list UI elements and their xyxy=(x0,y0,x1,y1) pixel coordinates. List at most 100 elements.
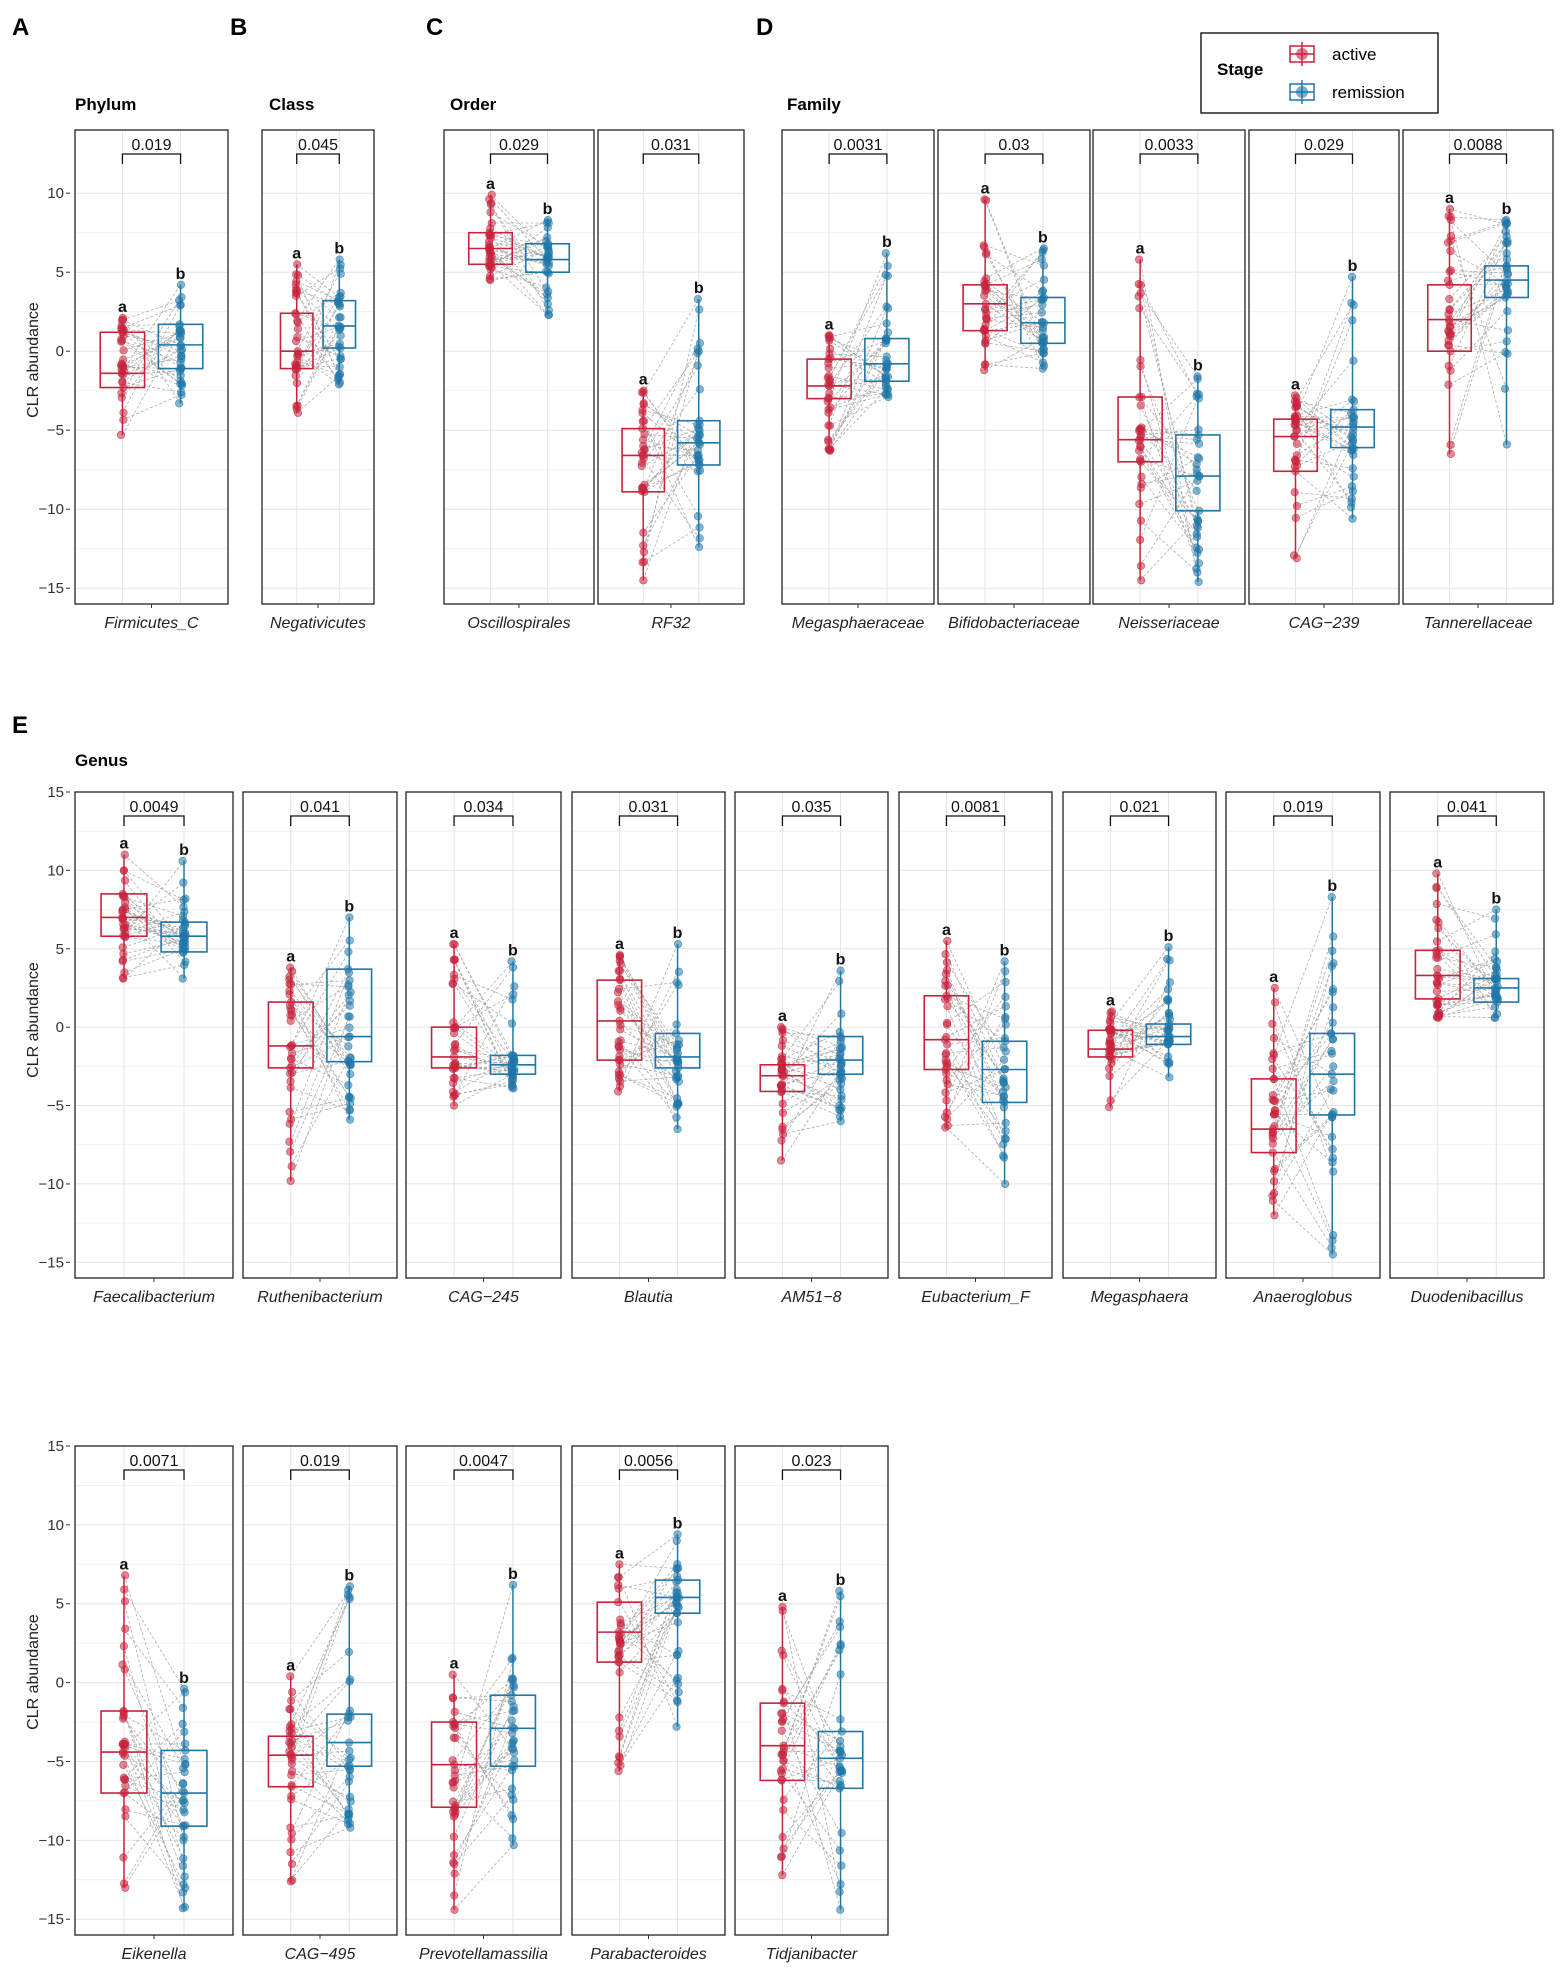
pair-line xyxy=(619,1597,678,1657)
point-active xyxy=(1136,535,1145,544)
y-axis-label-mid: CLR abundance xyxy=(25,962,42,1078)
pair-line xyxy=(490,264,548,316)
point-remission xyxy=(1194,559,1204,568)
sig-letter-remission: b xyxy=(1348,258,1358,275)
point-remission xyxy=(1038,287,1047,296)
sig-letter-remission: b xyxy=(673,925,683,942)
point-remission xyxy=(508,1834,517,1843)
p-value-firmicutes-c: 0.019 xyxy=(131,137,171,154)
point-remission xyxy=(509,990,518,999)
point-active xyxy=(981,196,991,205)
pair-line xyxy=(782,1701,841,1756)
point-remission xyxy=(1039,275,1049,284)
point-remission xyxy=(344,1819,353,1828)
sig-letter-remission: b xyxy=(1038,230,1048,247)
point-remission xyxy=(1164,1026,1173,1035)
point-active xyxy=(639,388,648,398)
point-remission xyxy=(1502,215,1511,225)
pair-line xyxy=(290,1742,350,1815)
point-active xyxy=(286,1054,296,1063)
pair-line xyxy=(946,1059,1005,1156)
pair-line xyxy=(1273,1114,1333,1138)
point-remission xyxy=(1326,1085,1335,1094)
sig-letter-remission: b xyxy=(334,241,344,258)
pair-line xyxy=(490,257,548,262)
point-active xyxy=(287,1835,296,1844)
pair-line xyxy=(290,1776,350,1840)
point-remission xyxy=(837,1069,846,1078)
pair-line xyxy=(123,1809,185,1826)
point-active xyxy=(287,1759,296,1768)
point-active xyxy=(613,1581,623,1590)
pair-line xyxy=(123,1743,185,1760)
point-remission xyxy=(179,1861,188,1870)
y-tick-label: 10 xyxy=(47,1517,64,1534)
x-tick-label-megasphaeraceae: Megasphaeraceae xyxy=(792,615,925,632)
panel-frame-am51-8 xyxy=(734,791,889,1279)
pair-line xyxy=(453,1687,514,1761)
pair-line xyxy=(946,1059,1005,1120)
pair-line xyxy=(1110,982,1169,1108)
pair-line xyxy=(619,992,678,1107)
point-active xyxy=(118,955,128,965)
pair-line xyxy=(290,1763,350,1824)
pair-line xyxy=(1139,259,1199,582)
pair-line xyxy=(782,1809,841,1866)
pair-line xyxy=(123,1646,185,1867)
pair-line xyxy=(984,338,1044,371)
pair-line xyxy=(782,1084,841,1109)
pair-line xyxy=(290,1596,350,1760)
box-active-am51-8 xyxy=(759,1063,806,1093)
pair-line xyxy=(122,331,181,382)
point-active xyxy=(448,979,457,988)
point-active xyxy=(1435,1008,1444,1017)
point-remission xyxy=(837,1828,846,1838)
point-remission xyxy=(1490,1013,1499,1022)
point-active xyxy=(293,260,302,269)
point-active xyxy=(120,1665,129,1674)
pair-line xyxy=(296,314,340,383)
pair-line xyxy=(290,1005,350,1060)
point-remission xyxy=(1328,1250,1337,1259)
point-remission xyxy=(999,1074,1008,1083)
y-tick-label: 0 xyxy=(56,343,64,360)
point-active xyxy=(616,1004,625,1013)
point-remission xyxy=(673,1696,682,1705)
box-remission-firmicutes-c xyxy=(157,323,204,370)
pair-line xyxy=(1139,430,1199,492)
pair-line xyxy=(122,330,181,370)
pair-line xyxy=(782,1644,841,1761)
pair-line xyxy=(984,297,1044,344)
pair-line xyxy=(1437,951,1497,1014)
pair-line xyxy=(782,1650,841,1747)
point-remission xyxy=(181,942,190,952)
point-remission xyxy=(836,1715,845,1724)
pair-line xyxy=(1295,320,1353,462)
point-active xyxy=(639,399,648,408)
p-value-bracket xyxy=(1273,815,1333,826)
point-remission xyxy=(672,1564,681,1573)
point-remission xyxy=(835,1846,844,1855)
pair-line xyxy=(453,1055,514,1070)
pair-line xyxy=(782,1751,841,1858)
point-remission xyxy=(345,1115,355,1124)
point-active xyxy=(980,291,989,300)
pair-line xyxy=(123,870,185,901)
pair-line xyxy=(946,995,1005,1020)
y-tick-label: −15 xyxy=(39,580,64,597)
point-active xyxy=(1106,1008,1115,1017)
pair-line xyxy=(290,940,350,1016)
point-remission xyxy=(1328,988,1337,997)
point-remission xyxy=(1501,227,1510,236)
sig-letter-active: a xyxy=(778,1008,787,1025)
point-active xyxy=(285,1704,294,1714)
pair-line xyxy=(490,236,548,265)
pair-line xyxy=(782,1083,841,1128)
x-tick-label-cag-495: CAG−495 xyxy=(285,1946,356,1963)
box-remission-eikenella xyxy=(160,1749,208,1827)
pair-line xyxy=(782,1048,841,1070)
pair-line xyxy=(642,458,700,539)
pair-line xyxy=(828,386,888,409)
pair-line xyxy=(1110,1026,1169,1051)
point-remission xyxy=(334,342,343,351)
